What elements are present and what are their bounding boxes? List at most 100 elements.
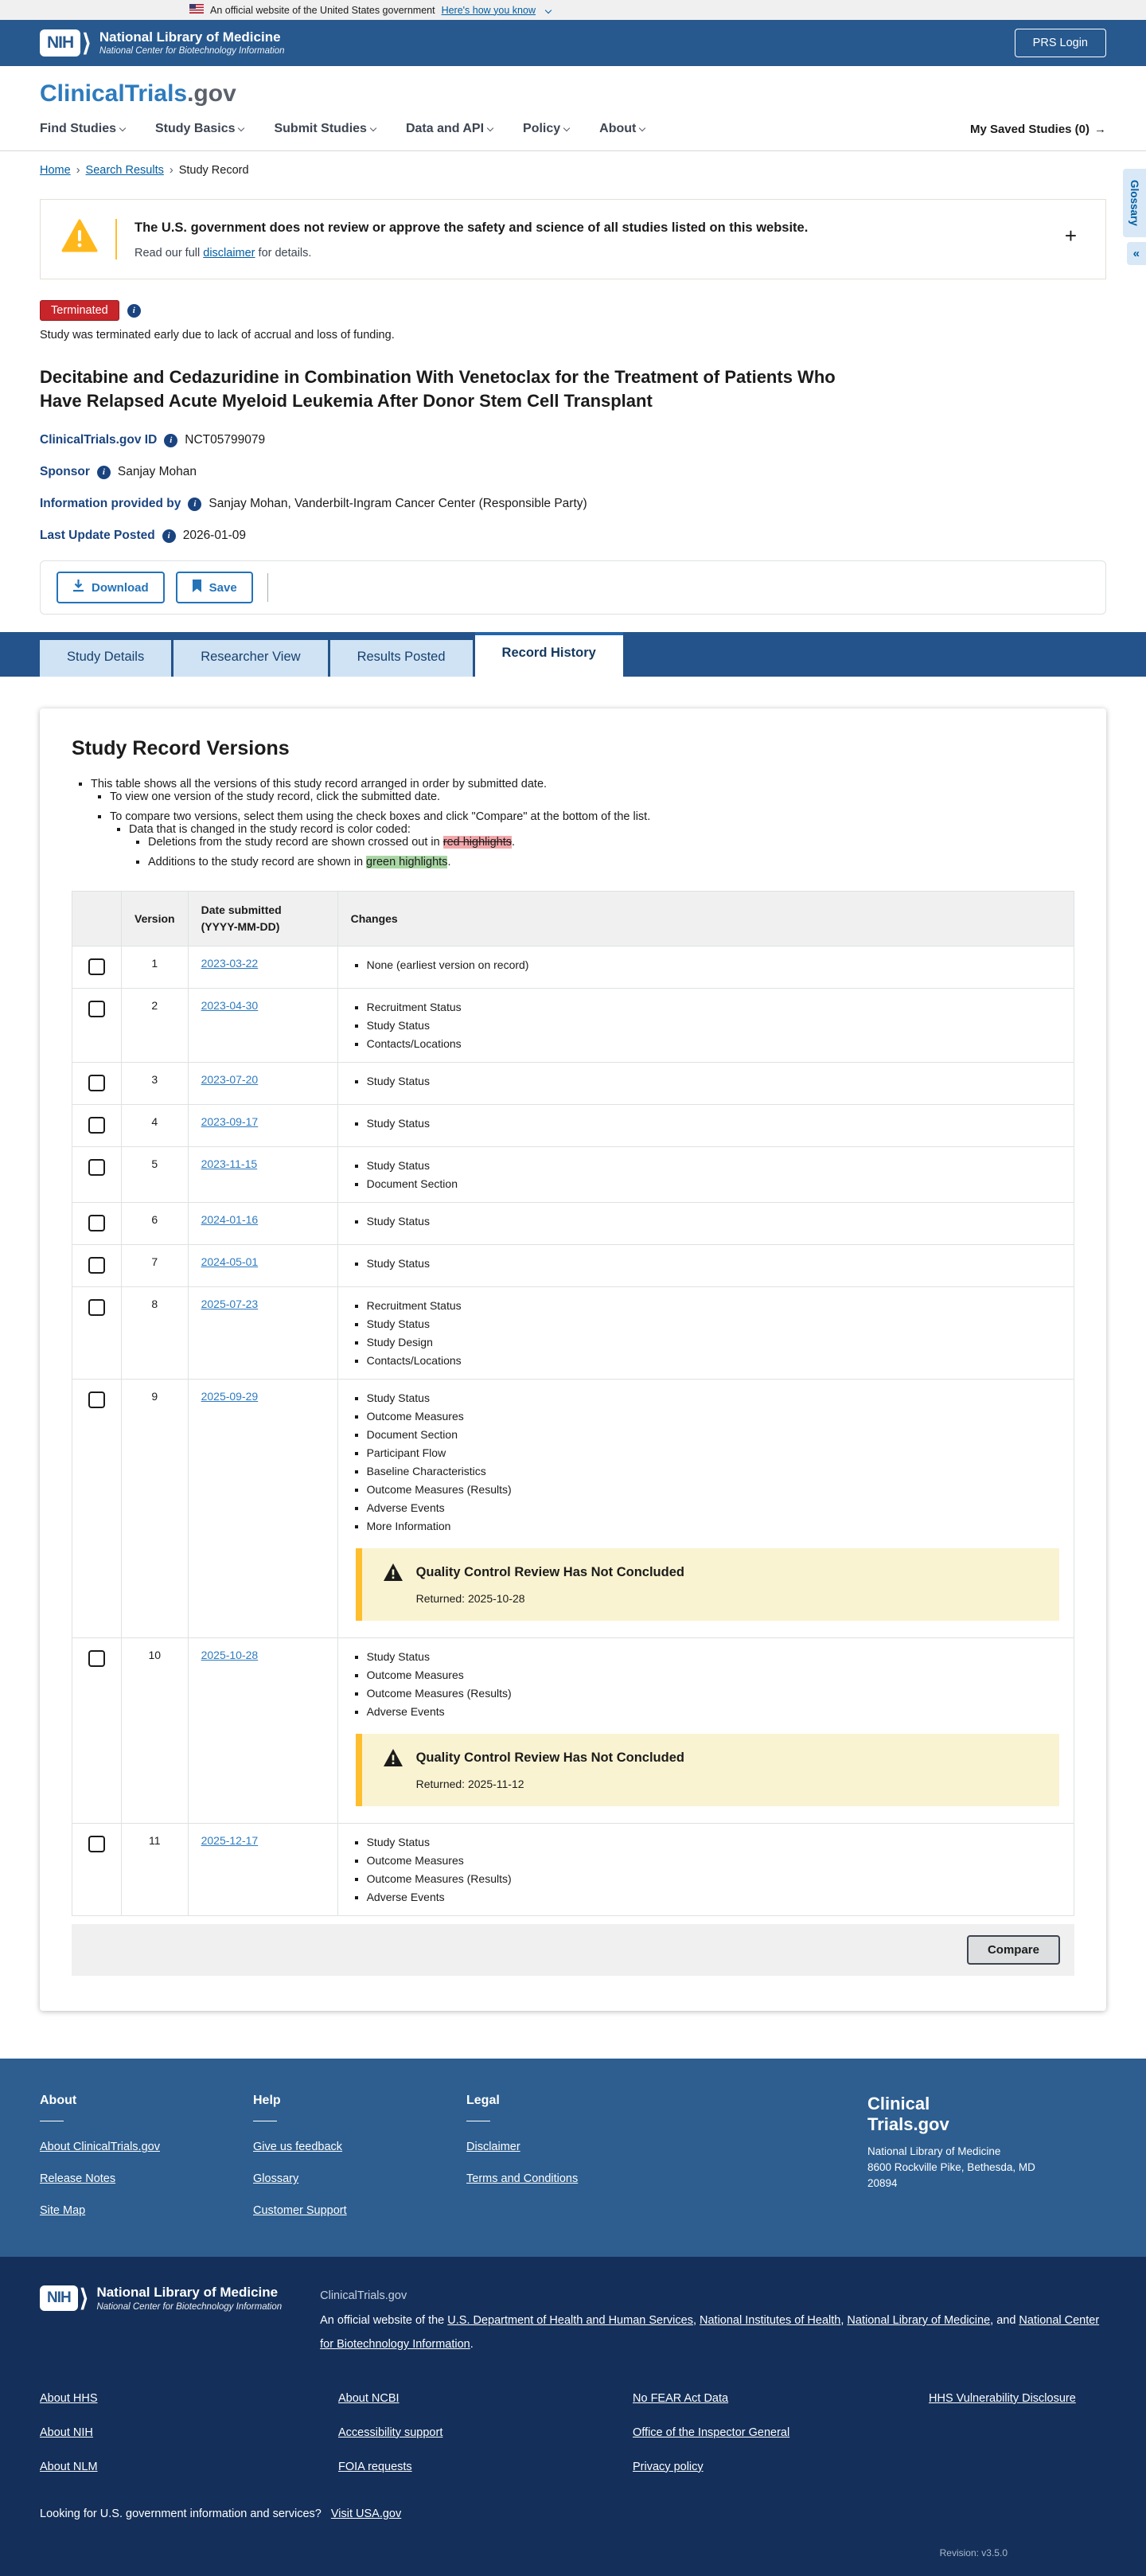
version-cell: 5 <box>121 1146 189 1204</box>
footer-link-about-nih[interactable]: About NIH <box>40 2426 93 2439</box>
version-checkbox[interactable] <box>88 1257 105 1274</box>
footer-link-about-hhs[interactable]: About HHS <box>40 2391 98 2405</box>
gov-banner: An official website of the United States… <box>0 0 1146 20</box>
info-icon[interactable]: i <box>164 433 178 447</box>
change-item: Study Status <box>367 1257 1061 1270</box>
footer-link-accessibility-support[interactable]: Accessibility support <box>338 2426 443 2439</box>
footer-link-customer-support[interactable]: Customer Support <box>253 2204 347 2218</box>
nav-item-policy[interactable]: Policy <box>523 122 571 136</box>
footer-link-glossary[interactable]: Glossary <box>253 2172 299 2186</box>
footer-link-give-us-feedback[interactable]: Give us feedback <box>253 2141 343 2154</box>
field-value: NCT05799079 <box>185 433 266 447</box>
footer-link-u-s-department-of-health-and-human-services[interactable]: U.S. Department of Health and Human Serv… <box>447 2313 693 2327</box>
disclaimer-link[interactable]: disclaimer <box>203 247 255 260</box>
visit-usagov-link[interactable]: Visit USA.gov <box>330 2507 402 2520</box>
version-cell: 9 <box>121 1379 189 1639</box>
compare-button[interactable]: Compare <box>966 1935 1060 1965</box>
breadcrumb-home-link[interactable]: Home <box>40 164 71 177</box>
study-fields: ClinicalTrials.gov ID i NCT05799079 Sponsor… <box>40 433 1106 543</box>
breadcrumb-search-results-link[interactable]: Search Results <box>85 164 164 177</box>
info-icon[interactable]: i <box>162 529 176 543</box>
footer-link-national-library-of-medicine[interactable]: National Library of Medicine <box>847 2313 991 2327</box>
change-item: More Information <box>367 1520 1061 1532</box>
version-date-link[interactable]: 2023-09-17 <box>201 1115 259 1129</box>
nav-item-about[interactable]: About <box>599 122 646 136</box>
version-date-link[interactable]: 2025-07-23 <box>201 1298 259 1311</box>
version-date-link[interactable]: 2023-07-20 <box>201 1073 259 1087</box>
field-value: 2026-01-09 <box>182 529 246 543</box>
footer-link-hhs-vulnerability-disclosure[interactable]: HHS Vulnerability Disclosure <box>929 2391 1076 2405</box>
download-button[interactable]: Download <box>57 572 165 604</box>
tab-results-posted[interactable]: Results Posted <box>329 640 473 677</box>
version-date-link[interactable]: 2024-05-01 <box>201 1255 259 1269</box>
chevron-down-icon <box>563 124 571 132</box>
tab-researcher-view[interactable]: Researcher View <box>173 640 328 677</box>
version-checkbox[interactable] <box>88 1299 105 1317</box>
footer-link-site-map[interactable]: Site Map <box>40 2204 86 2218</box>
version-checkbox[interactable] <box>88 1117 105 1134</box>
version-date-link[interactable]: 2023-04-30 <box>201 999 259 1013</box>
version-checkbox[interactable] <box>88 1391 105 1409</box>
changes-list: Study Status Outcome Measures Outcome Meas… <box>351 1650 1061 1718</box>
divider <box>115 219 117 260</box>
version-checkbox[interactable] <box>88 1159 105 1177</box>
footer-link-office-of-the-inspector-general[interactable]: Office of the Inspector General <box>633 2426 790 2439</box>
field-label: Sponsor <box>40 465 90 479</box>
expand-button[interactable]: + <box>1057 219 1085 252</box>
version-checkbox[interactable] <box>88 1650 105 1668</box>
clinicaltrials-logo: ClinicalTrials.gov <box>40 80 236 107</box>
version-checkbox[interactable] <box>88 958 105 976</box>
footer-link-about-ncbi[interactable]: About NCBI <box>338 2391 400 2405</box>
banner-text: An official website of the United States… <box>210 4 435 16</box>
warning-banner: The U.S. government does not review or a… <box>40 199 1106 279</box>
versions-card: Study Record Versions This table shows a… <box>40 708 1106 2012</box>
info-icon[interactable]: i <box>96 465 111 479</box>
version-date-link[interactable]: 2024-01-16 <box>201 1213 259 1227</box>
footer-link-no-fear-act-data[interactable]: No FEAR Act Data <box>633 2391 729 2405</box>
version-checkbox[interactable] <box>88 1075 105 1092</box>
version-checkbox[interactable] <box>88 1836 105 1853</box>
footer-columns: About About ClinicalTrials.gov Release Not… <box>40 2094 680 2217</box>
footer-link-national-center-for-biotechnology-information[interactable]: National Center for Biotechnology Inform… <box>320 2313 1100 2352</box>
version-checkbox[interactable] <box>88 1001 105 1018</box>
info-icon[interactable]: i <box>127 303 141 318</box>
field-label: Last Update Posted <box>40 529 155 543</box>
nav-item-submit-studies[interactable]: Submit Studies <box>274 122 377 136</box>
change-item: Participant Flow <box>367 1446 1061 1459</box>
footer-link-about-clinicaltrials-gov[interactable]: About ClinicalTrials.gov <box>40 2141 160 2154</box>
footer-link-disclaimer[interactable]: Disclaimer <box>466 2141 520 2154</box>
footer-link-terms-and-conditions[interactable]: Terms and Conditions <box>466 2172 579 2186</box>
save-button[interactable]: Save <box>175 572 253 604</box>
version-date-link[interactable]: 2023-11-15 <box>201 1157 258 1171</box>
version-cell: 2 <box>121 988 189 1064</box>
footer-link-foia-requests[interactable]: FOIA requests <box>338 2460 412 2473</box>
how-you-know-link[interactable]: Here's how you know <box>441 4 536 16</box>
version-date-link[interactable]: 2023-03-22 <box>201 957 259 970</box>
version-date-link[interactable]: 2025-09-29 <box>201 1390 259 1403</box>
footer-link-privacy-policy[interactable]: Privacy policy <box>633 2460 704 2473</box>
qc-alert-returned: Returned: 2025-11-12 <box>415 1778 524 1791</box>
prs-login-button[interactable]: PRS Login <box>1014 29 1106 57</box>
footer-link-national-institutes-of-health[interactable]: National Institutes of Health <box>700 2313 841 2327</box>
footer-bottom: NIH ⟩ National Library of Medicine Natio… <box>0 2257 1146 2576</box>
tab-study-details[interactable]: Study Details <box>40 640 172 677</box>
table-row: 2 2023-04-30 Recruitment Status Study Statu… <box>72 988 1075 1064</box>
nav-item-study-basics[interactable]: Study Basics <box>155 122 245 136</box>
footer-link-release-notes[interactable]: Release Notes <box>40 2172 116 2186</box>
versions-tbody: 1 2023-03-22 None (earliest version on rec… <box>72 946 1075 1917</box>
nav-item-find-studies[interactable]: Find Studies <box>40 122 127 136</box>
version-date-link[interactable]: 2025-12-17 <box>201 1834 259 1848</box>
warning-subtext: Read our full disclaimer for details. <box>134 247 312 260</box>
glossary-side-tab[interactable]: Glossary <box>1123 169 1146 237</box>
version-checkbox[interactable] <box>88 1215 105 1232</box>
footer-links-grid: About HHS About NIH About NLM About NCBI Acc… <box>40 2392 1106 2495</box>
collapse-button[interactable]: « <box>1126 241 1146 265</box>
footer-link-about-nlm[interactable]: About NLM <box>40 2460 98 2473</box>
my-saved-studies-link[interactable]: My Saved Studies (0) → <box>969 122 1106 136</box>
version-date-link[interactable]: 2025-10-28 <box>201 1649 259 1662</box>
info-icon[interactable]: i <box>188 497 202 511</box>
arrow-right-icon: → <box>1094 122 1106 136</box>
nav-item-data-and-api[interactable]: Data and API <box>406 122 494 136</box>
tab-record-history[interactable]: Record History <box>474 632 623 677</box>
table-row: 9 2025-09-29 Study Status Outcome Measures D… <box>72 1379 1075 1639</box>
